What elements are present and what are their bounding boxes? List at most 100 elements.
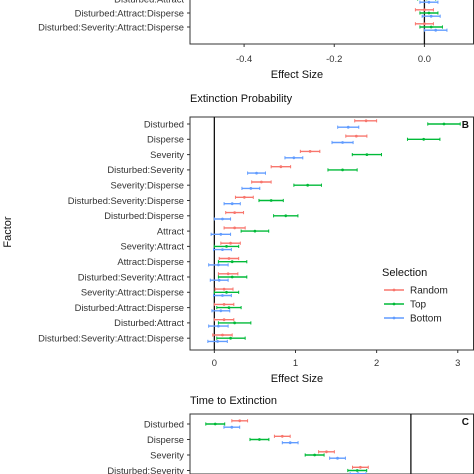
legend-swatch-point-random — [392, 288, 396, 292]
panel-b-x-axis-title: Effect Size — [271, 373, 323, 385]
panel-c-title: Time to Extinction — [190, 395, 277, 407]
estimate-point-random — [308, 150, 312, 153]
panel-b-x-tick-label: 1 — [293, 357, 298, 368]
panel-b-x-tick-label: 2 — [374, 357, 379, 368]
estimate-point-bottom — [216, 340, 219, 343]
estimate-point-top — [258, 438, 261, 441]
estimate-point-random — [222, 318, 226, 322]
legend-label-random: Random — [410, 286, 448, 297]
factor-label-disturbed-attract: Disturbed:Attract — [114, 0, 184, 4]
estimate-point-random — [233, 211, 237, 215]
estimate-point-bottom — [217, 263, 220, 267]
factor-label-severity-attract: Severity:Attract — [120, 241, 184, 252]
panel-b: Extinction Probability B 0 1 2 3 Effect Size Di… — [38, 93, 474, 385]
legend-swatch-point-top — [392, 302, 396, 306]
panel-a-x-tick-label: 0.0 — [418, 53, 431, 64]
panel-b-x-tick-label: 3 — [455, 357, 460, 368]
panel-a: -0.4 -0.2 0.0 Effect Size Disturbed:Attract D… — [38, 0, 474, 81]
estimate-point-random — [226, 272, 230, 276]
estimate-point-top — [225, 290, 228, 294]
estimate-point-top — [225, 245, 228, 248]
factor-label-severity-attract-disperse: Severity:Attract:Disperse — [81, 287, 184, 298]
estimate-point-bottom — [221, 217, 224, 221]
estimate-point-random — [229, 241, 232, 245]
estimate-point-top — [230, 260, 234, 264]
panel-b-x-tick-label: 0 — [212, 357, 217, 368]
factor-label-attract-disperse: Attract:Disperse — [117, 256, 184, 267]
panel-a-x-tick-label: -0.4 — [236, 53, 252, 64]
estimate-point-random — [238, 419, 242, 423]
factor-label-severity: Severity — [150, 149, 184, 160]
estimate-point-top — [429, 25, 433, 29]
estimate-point-random — [233, 226, 237, 230]
estimate-point-bottom — [217, 278, 221, 282]
factor-label-disturbed-severity-disperse: Disturbed:Severity:Disperse — [68, 195, 184, 206]
estimate-point-bottom — [217, 324, 220, 328]
estimate-point-top — [233, 321, 237, 325]
factor-label-disturbed-severity: Disturbed:Severity — [107, 164, 184, 175]
panel-b-letter: B — [462, 120, 469, 131]
estimate-point-top — [355, 469, 359, 472]
legend-title: Selection — [382, 267, 427, 279]
estimate-point-top — [306, 183, 310, 187]
estimate-point-random — [242, 195, 246, 199]
estimate-point-bottom — [288, 441, 292, 445]
y-axis-title: Factor — [2, 216, 14, 248]
factor-label-severity: Severity — [150, 449, 184, 460]
estimate-point-random — [222, 287, 226, 291]
estimate-point-random — [423, 8, 426, 12]
factor-label-disperse: Disperse — [147, 134, 184, 145]
estimate-point-random — [260, 180, 263, 184]
panel-a-frame — [189, 0, 474, 45]
factor-label-disturbed-attract-disperse: Disturbed:Attract:Disperse — [75, 302, 184, 313]
panel-a-x-axis-title: Effect Size — [271, 69, 323, 81]
estimate-point-random — [354, 134, 358, 138]
estimate-point-top — [227, 306, 231, 309]
factor-label-severity-disperse: Severity:Disperse — [111, 180, 184, 191]
factor-label-disturbed: Disturbed — [144, 118, 184, 129]
panel-c-frame — [189, 413, 474, 474]
estimate-point-bottom — [230, 202, 234, 206]
estimate-point-top — [422, 137, 426, 141]
estimate-point-top — [442, 122, 446, 126]
estimate-point-random — [359, 465, 362, 469]
panel-c: Time to Extinction C Disturbed Disperse Seve… — [107, 395, 474, 474]
estimate-point-bottom — [255, 171, 258, 175]
estimate-point-random — [280, 434, 284, 438]
estimate-point-bottom — [221, 248, 224, 252]
factor-label-disturbed-severity-attract-disperse: Disturbed:Severity:Attract:Disperse — [38, 21, 184, 32]
estimate-point-bottom — [341, 141, 344, 144]
panel-c-letter: C — [462, 417, 469, 428]
factor-label-attract: Attract — [157, 225, 184, 236]
estimate-point-top — [313, 453, 317, 457]
estimate-point-random — [227, 257, 231, 260]
factor-label-disturbed-disperse: Disturbed:Disperse — [104, 210, 184, 221]
estimate-point-random — [423, 22, 426, 26]
estimate-point-random — [222, 303, 226, 306]
estimate-point-top — [269, 199, 273, 202]
estimate-point-top — [341, 168, 344, 172]
estimate-point-bottom — [346, 125, 350, 129]
estimate-point-top — [284, 214, 288, 218]
legend-swatch-point-bottom — [392, 316, 396, 320]
estimate-point-bottom — [249, 187, 253, 190]
factor-label-disturbed: Disturbed — [144, 418, 184, 429]
factor-label-disturbed-severity-attract: Disturbed:Severity:Attract — [78, 271, 185, 282]
estimate-point-bottom — [230, 425, 234, 429]
estimate-point-top — [427, 11, 431, 15]
estimate-point-top — [365, 153, 369, 157]
estimate-point-bottom — [336, 456, 339, 460]
estimate-point-bottom — [219, 309, 223, 313]
estimate-point-random — [364, 119, 368, 123]
estimate-point-top — [253, 229, 257, 233]
estimate-point-top — [230, 275, 234, 279]
factor-label-disturbed-severity-attract-disperse: Disturbed:Severity:Attract:Disperse — [38, 333, 184, 344]
legend-label-bottom: Bottom — [410, 314, 442, 325]
estimate-point-bottom — [434, 28, 438, 32]
panel-b-title: Extinction Probability — [190, 93, 293, 105]
factor-label-disturbed-attract-disperse: Disturbed:Attract:Disperse — [75, 7, 184, 18]
estimate-point-bottom — [219, 232, 223, 236]
factor-label-disturbed-severity: Disturbed:Severity — [107, 465, 184, 474]
estimate-point-bottom — [221, 294, 224, 297]
